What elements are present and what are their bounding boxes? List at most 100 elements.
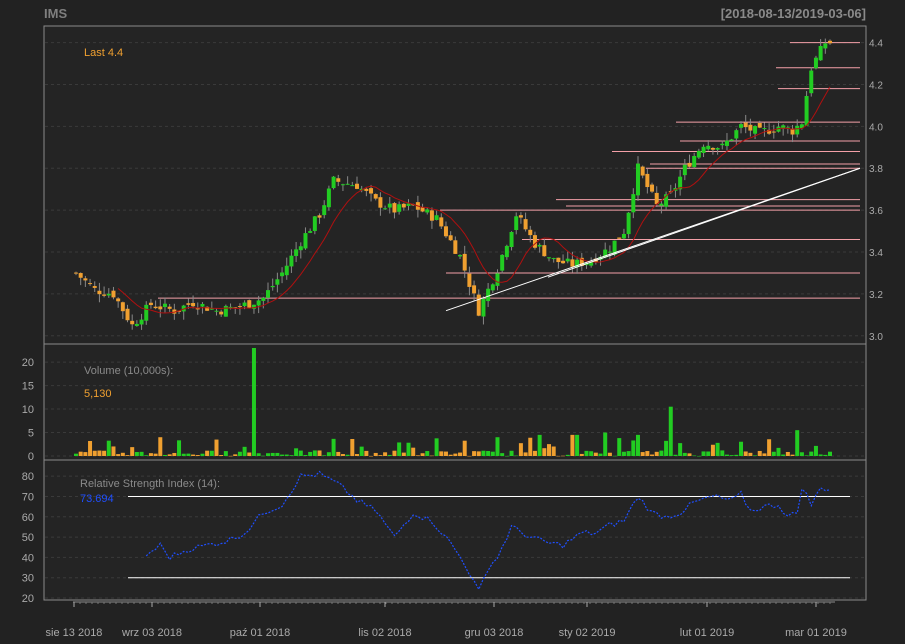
volume-bar: [687, 453, 692, 456]
volume-bar: [617, 438, 622, 456]
volume-bar: [83, 452, 88, 456]
candle-body: [111, 290, 116, 298]
candle-body: [308, 231, 313, 233]
volume-bar: [762, 453, 767, 456]
volume-bar: [467, 455, 472, 457]
candle-body: [664, 194, 669, 207]
volume-bar: [429, 455, 434, 457]
price-panel: 3.0 3.2 3.4 3.6 3.8 4.0 4.2 4.4 Last 4.4: [43, 25, 883, 345]
candle-body: [743, 122, 748, 128]
rsi-reference-lines: [128, 495, 850, 579]
volume-bar: [640, 452, 645, 456]
candle-body: [799, 124, 804, 129]
candle-body: [818, 45, 823, 61]
x-tick-label: wrz 03 2018: [121, 627, 182, 639]
volume-bar: [682, 452, 687, 456]
volume-bar: [612, 455, 617, 457]
volume-bar: [280, 454, 285, 456]
volume-bar: [308, 451, 313, 456]
x-axis: sie 13 2018 wrz 03 2018 paź 01 2018 lis 02 …: [46, 601, 847, 639]
volume-bar: [621, 451, 626, 456]
candle-body: [565, 258, 570, 262]
volume-bar: [345, 454, 350, 456]
candle-body: [130, 320, 135, 325]
candle-body: [326, 188, 331, 208]
volume-bar: [134, 452, 139, 456]
volume-bar: [692, 455, 697, 457]
rsi-last-value: 73.694: [80, 493, 114, 505]
candle-body: [336, 178, 341, 182]
candle-body: [598, 256, 603, 260]
x-axis-labels: sie 13 2018 wrz 03 2018 paź 01 2018 lis 02 …: [46, 602, 847, 639]
candle-body: [350, 185, 355, 187]
volume-bar: [120, 452, 125, 456]
price-tick-label: 3.0: [869, 332, 883, 343]
rsi-tick-label: 60: [22, 512, 34, 524]
volume-bar: [739, 441, 744, 456]
volume-bar: [706, 451, 711, 456]
volume-bar: [729, 455, 734, 456]
candle-body: [551, 258, 556, 260]
candle-body: [682, 164, 687, 176]
candle-body: [294, 249, 299, 257]
candle-body: [762, 128, 767, 130]
volume-bar: [448, 454, 453, 456]
trend-lines: [445, 167, 861, 312]
volume-bar: [270, 452, 275, 456]
volume-bar: [340, 454, 345, 456]
volume-bar: [481, 450, 486, 456]
candle-body: [153, 306, 158, 309]
candle-body: [247, 300, 252, 308]
volume-bar: [256, 453, 261, 456]
candle-body: [289, 255, 294, 267]
volume-bar: [237, 451, 242, 456]
volume-bar: [284, 454, 289, 456]
candle-body: [139, 319, 144, 325]
volume-bar: [828, 451, 832, 456]
resistance-lines: [158, 42, 860, 299]
volume-bar: [509, 450, 514, 456]
candle-body: [195, 308, 200, 310]
rsi-tick-label: 80: [22, 471, 34, 483]
candle-body: [317, 215, 322, 218]
volume-bar: [223, 451, 228, 456]
candle-body: [589, 261, 594, 266]
volume-bar: [743, 451, 748, 456]
volume-y-axis: 0 5 10 15 20: [22, 357, 34, 463]
candle-body: [570, 259, 575, 267]
volume-bar: [177, 440, 182, 456]
volume-bar: [219, 454, 224, 456]
candle-body: [828, 40, 832, 44]
candle-body: [439, 217, 444, 227]
volume-bar: [205, 450, 210, 456]
rsi-tick-label: 70: [22, 491, 34, 503]
candle-body: [186, 303, 191, 305]
candle-body: [397, 204, 402, 212]
candle-body: [476, 294, 481, 316]
volume-bar: [439, 451, 444, 456]
volume-bar: [532, 450, 537, 456]
candle-body: [678, 176, 683, 190]
volume-bar: [97, 450, 102, 456]
volume-bar: [823, 454, 828, 456]
rsi-panel-frame: [43, 459, 867, 601]
volume-bar: [724, 454, 729, 456]
candle-body: [687, 162, 692, 167]
candle-body: [781, 125, 786, 129]
volume-bar: [78, 451, 83, 456]
volume-bar: [771, 451, 776, 456]
volume-tick-label: 5: [28, 428, 34, 440]
candle-body: [284, 265, 289, 276]
price-panel-frame: [43, 25, 867, 345]
candle-body: [771, 131, 776, 133]
candle-body: [237, 306, 242, 308]
volume-bar: [528, 437, 533, 456]
volume-bar: [659, 450, 664, 456]
candle-body: [753, 126, 758, 134]
candle-body: [106, 293, 111, 296]
candle-body: [813, 57, 818, 69]
candle-body: [167, 306, 172, 309]
volume-bar: [458, 452, 463, 456]
candle-body: [219, 311, 224, 315]
